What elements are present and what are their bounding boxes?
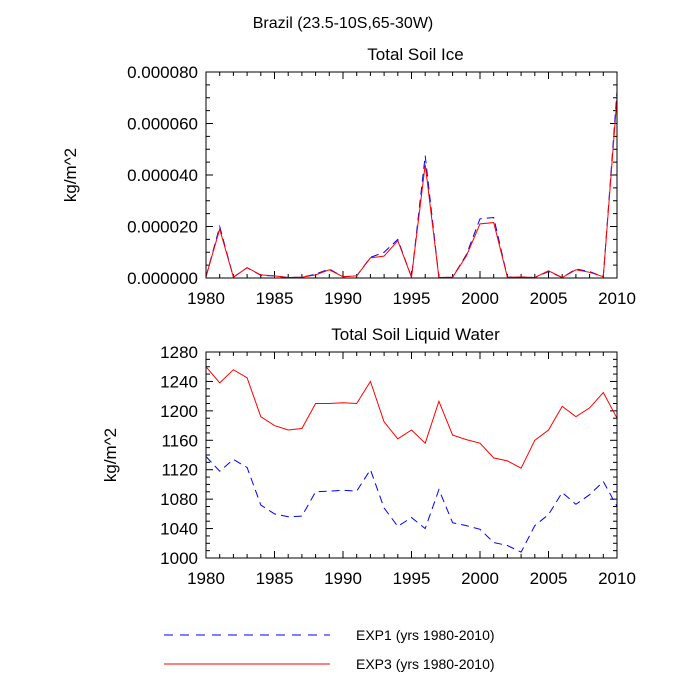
soil-liquid-water-series-exp3-line bbox=[205, 366, 618, 469]
soil-liquid-water-panel: Total Soil Liquid Water kg/m^2 1980 1985 199… bbox=[101, 325, 636, 588]
soil-liquid-water-ytick-label: 1160 bbox=[161, 431, 198, 450]
soil-liquid-water-title: Total Soil Liquid Water bbox=[331, 325, 500, 344]
soil-ice-ytick-label: 0.000040 bbox=[127, 166, 198, 185]
soil-liquid-water-ytick-label: 1120 bbox=[161, 461, 198, 480]
soil-ice-ylabel: kg/m^2 bbox=[61, 148, 80, 202]
soil-ice-xtick-label: 2000 bbox=[461, 289, 499, 308]
soil-liquid-water-ytick-label: 1000 bbox=[160, 549, 198, 568]
soil-liquid-water-ylabel: kg/m^2 bbox=[101, 428, 120, 482]
soil-ice-xtick-label: 1985 bbox=[256, 289, 294, 308]
soil-ice-series-exp1-line bbox=[205, 91, 618, 279]
figure-title: Brazil (23.5-10S,65-30W) bbox=[253, 15, 434, 32]
soil-ice-xtick-label: 2010 bbox=[598, 289, 636, 308]
soil-liquid-water-ytick-label: 1280 bbox=[160, 343, 198, 362]
soil-ice-plot-frame bbox=[205, 71, 618, 279]
soil-liquid-water-ytick-label: 1200 bbox=[160, 402, 198, 421]
soil-liquid-water-xtick-label: 1990 bbox=[324, 569, 362, 588]
soil-liquid-water-xtick-label: 1980 bbox=[187, 569, 225, 588]
legend-label-exp3: EXP3 (yrs 1980-2010) bbox=[356, 656, 495, 672]
soil-ice-series-exp3-line bbox=[205, 97, 618, 279]
soil-liquid-water-series-exp1-line bbox=[205, 456, 618, 553]
soil-liquid-water-ytick-label: 1040 bbox=[160, 520, 198, 539]
soil-liquid-water-ytick-label: 1240 bbox=[160, 372, 198, 391]
soil-liquid-water-xtick-label: 1995 bbox=[393, 569, 431, 588]
legend-label-exp1: EXP1 (yrs 1980-2010) bbox=[356, 627, 495, 643]
soil-ice-xtick-label: 1990 bbox=[324, 289, 362, 308]
soil-ice-xtick-label: 1980 bbox=[187, 289, 225, 308]
soil-ice-panel: Total Soil Ice kg/m^2 1980 1985 1990 1995 2000… bbox=[61, 45, 636, 308]
soil-ice-ytick-label: 0.000060 bbox=[127, 115, 198, 134]
soil-ice-ytick-label: 0.000000 bbox=[127, 269, 198, 288]
soil-ice-title: Total Soil Ice bbox=[367, 45, 463, 64]
soil-ice-ytick-label: 0.000080 bbox=[127, 63, 198, 82]
soil-liquid-water-xtick-label: 2000 bbox=[461, 569, 499, 588]
soil-liquid-water-plot-frame bbox=[205, 351, 618, 559]
soil-ice-xtick-label: 1995 bbox=[393, 289, 431, 308]
soil-liquid-water-ytick-label: 1080 bbox=[160, 490, 198, 509]
soil-ice-xtick-label: 2005 bbox=[530, 289, 568, 308]
soil-liquid-water-xtick-label: 2010 bbox=[598, 569, 636, 588]
soil-ice-ytick-label: 0.000020 bbox=[127, 218, 198, 237]
soil-liquid-water-xtick-label: 1985 bbox=[256, 569, 294, 588]
soil-liquid-water-xtick-label: 2005 bbox=[530, 569, 568, 588]
legend: EXP1 (yrs 1980-2010) EXP3 (yrs 1980-2010… bbox=[164, 627, 495, 672]
